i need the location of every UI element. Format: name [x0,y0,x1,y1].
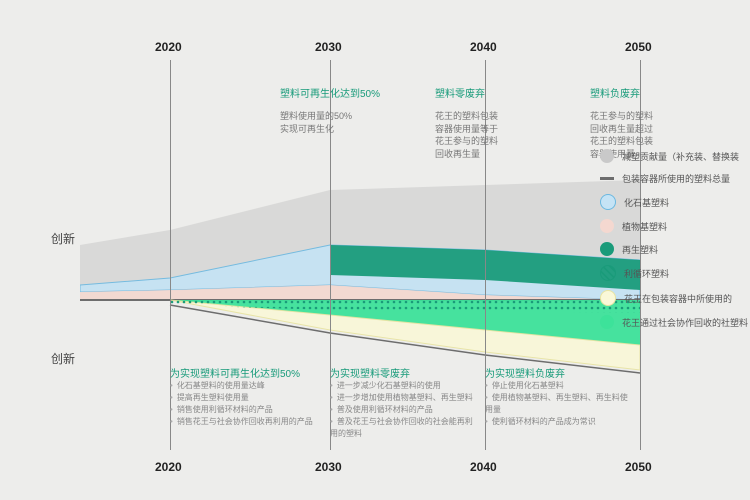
year-top: 2020 [155,40,182,54]
year-bot: 2030 [315,460,342,474]
legend-label: 花王通过社会协作回收的社塑料 [622,316,748,329]
goal-list: 化石基塑料的使用量达峰提高再生塑料使用量销售使用利循环材料的产品销售花王与社会协… [170,380,320,428]
legend-label: 包装容器所使用的塑料总量 [622,172,730,185]
chart-area: 20202020203020302040204020502050塑料可再生化达到… [80,30,590,470]
legend-label: 花王在包装容器中所使用的 [624,292,732,305]
legend-label: 利循环塑料 [624,267,669,280]
legend-row: 利循环塑料 [600,265,750,281]
goal-item: 普及花王与社会协作回收的社会能再利用的塑料 [330,416,480,440]
goal-list: 进一步减少化石基塑料的使用进一步增加使用植物基塑料、再生塑料普及使用利循环材料的… [330,380,480,440]
goal-title: 为实现塑料零废弃 [330,365,480,380]
legend-row: 包装容器所使用的塑料总量 [600,172,750,185]
goal-list: 停止使用化石基塑料使用植物基塑料、再生塑料、再生料使用量使利循环材料的产品成为常… [485,380,635,428]
milestone-title: 塑料负废弃 [590,85,730,100]
goal-item: 使利循环材料的产品成为常识 [485,416,635,428]
legend-label: 化石基塑料 [624,196,669,209]
year-bot: 2020 [155,460,182,474]
goal-item: 销售使用利循环材料的产品 [170,404,320,416]
year-top: 2030 [315,40,342,54]
legend-swatch [600,194,616,210]
legend-swatch [600,177,614,180]
legend-swatch [600,149,614,163]
goal-item: 进一步增加使用植物基塑料、再生塑料 [330,392,480,404]
milestone-sub: 塑料使用量的50%实现可再生化 [280,110,400,135]
legend-row: 花王在包装容器中所使用的 [600,290,750,306]
goal-item: 使用植物基塑料、再生塑料、再生料使用量 [485,392,635,416]
goal-title: 为实现塑料可再生化达到50% [170,365,320,380]
legend-row: 植物基塑料 [600,219,750,233]
milestone-title: 塑料可再生化达到50% [280,85,420,100]
side-label: 创新 [0,230,75,247]
year-top: 2040 [470,40,497,54]
legend-swatch [600,290,616,306]
legend-swatch [600,315,614,329]
year-bot: 2050 [625,460,652,474]
year-bot: 2040 [470,460,497,474]
legend: 减塑贡献量（补充装、替换装包装容器所使用的塑料总量化石基塑料植物基塑料再生塑料利… [600,140,750,338]
legend-row: 再生塑料 [600,242,750,256]
goal-title: 为实现塑料负废弃 [485,365,635,380]
legend-row: 减塑贡献量（补充装、替换装 [600,149,750,163]
milestone-sub: 花王的塑料包装容器使用量等于花王参与的塑料回收再生量 [435,110,555,160]
side-label: 创新 [0,350,75,367]
legend-swatch [600,265,616,281]
legend-label: 减塑贡献量（补充装、替换装 [622,150,739,163]
legend-row: 化石基塑料 [600,194,750,210]
legend-swatch [600,219,614,233]
goal-item: 普及使用利循环材料的产品 [330,404,480,416]
legend-row: 花王通过社会协作回收的社塑料 [600,315,750,329]
goal-item: 提高再生塑料使用量 [170,392,320,404]
year-top: 2050 [625,40,652,54]
goal-item: 停止使用化石基塑料 [485,380,635,392]
legend-label: 植物基塑料 [622,220,667,233]
legend-label: 再生塑料 [622,243,658,256]
goal-item: 化石基塑料的使用量达峰 [170,380,320,392]
milestone-title: 塑料零废弃 [435,85,575,100]
goal-item: 进一步减少化石基塑料的使用 [330,380,480,392]
goal-item: 销售花王与社会协作回收再利用的产品 [170,416,320,428]
legend-swatch [600,242,614,256]
